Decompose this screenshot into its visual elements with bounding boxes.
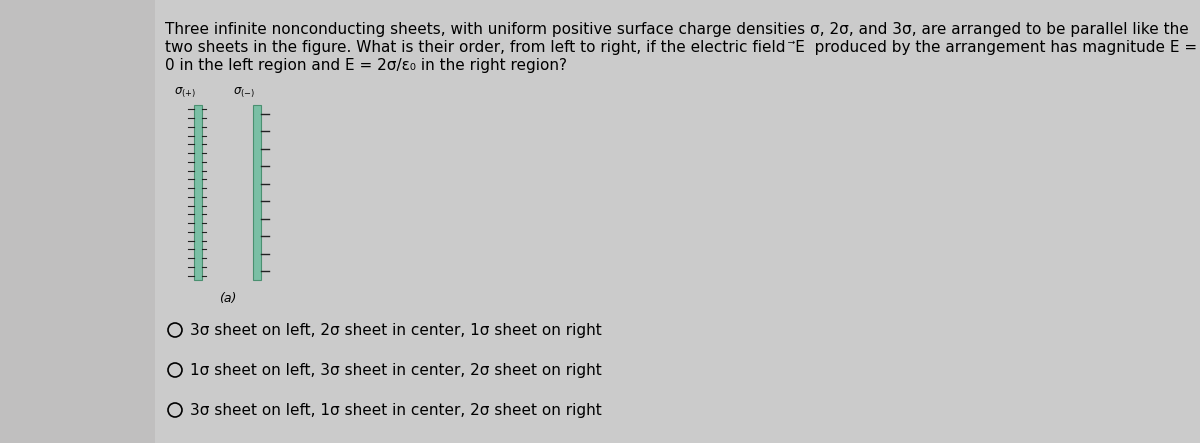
Text: (a): (a)	[220, 292, 236, 305]
Text: 3σ sheet on left, 2σ sheet in center, 1σ sheet on right: 3σ sheet on left, 2σ sheet in center, 1σ…	[190, 323, 601, 338]
Text: $\sigma_{(-)}$: $\sigma_{(-)}$	[233, 85, 256, 100]
Bar	[155, 0, 1200, 443]
Text: 0 in the left region and E = 2σ/ε₀ in the right region?: 0 in the left region and E = 2σ/ε₀ in th…	[166, 58, 568, 73]
Text: 3σ sheet on left, 1σ sheet in center, 2σ sheet on right: 3σ sheet on left, 1σ sheet in center, 2σ…	[190, 403, 601, 417]
Text: Three infinite nonconducting sheets, with uniform positive surface charge densit: Three infinite nonconducting sheets, wit…	[166, 22, 1189, 37]
Bar	[253, 105, 262, 280]
Text: $\sigma_{(+)}$: $\sigma_{(+)}$	[174, 85, 196, 100]
Text: 1σ sheet on left, 3σ sheet in center, 2σ sheet on right: 1σ sheet on left, 3σ sheet in center, 2σ…	[190, 362, 601, 377]
Bar	[194, 105, 202, 280]
Text: two sheets in the figure. What is their order, from left to right, if the electr: two sheets in the figure. What is their …	[166, 40, 1198, 55]
